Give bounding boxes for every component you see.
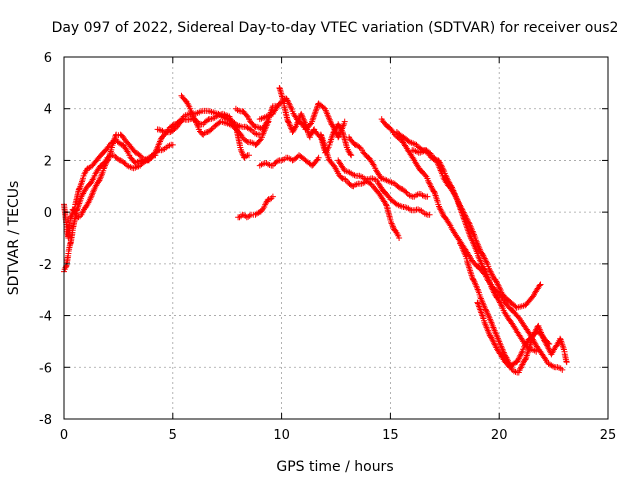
series-markers [317, 131, 403, 241]
data-series-16 [409, 147, 540, 355]
data-series-5 [178, 92, 252, 161]
axis-tick-labels: 0 5 10 15 20 25 -8 -6 -4 -2 0 2 4 6 [39, 51, 616, 443]
series-markers [178, 92, 252, 161]
series-markers [256, 152, 322, 169]
data-series-9 [256, 152, 322, 169]
y-tick-label: -2 [39, 258, 52, 273]
x-tick-label: 5 [169, 428, 177, 443]
y-tick-label: -6 [39, 361, 52, 376]
data-series-11 [317, 131, 403, 241]
data-series-18 [474, 299, 553, 371]
series-markers [235, 193, 276, 221]
series-markers [69, 131, 159, 221]
data-series-14 [378, 116, 566, 373]
y-tick-label: 2 [44, 154, 52, 169]
data-series-7 [235, 193, 276, 221]
series-markers [378, 116, 566, 373]
x-axis-title: GPS time / hours [276, 459, 393, 475]
y-tick-label: 6 [44, 51, 52, 66]
data-series-13 [346, 134, 431, 200]
grid-lines [64, 57, 608, 419]
y-tick-label: -8 [39, 413, 52, 428]
series-markers [409, 147, 540, 355]
chart-title: Day 097 of 2022, Sidereal Day-to-day VTE… [52, 20, 619, 36]
x-tick-label: 0 [60, 428, 68, 443]
x-tick-label: 20 [491, 428, 508, 443]
y-tick-label: 0 [44, 206, 52, 221]
x-tick-label: 25 [600, 428, 617, 443]
y-tick-label: -4 [39, 310, 52, 325]
x-tick-label: 10 [273, 428, 290, 443]
data-series-12 [335, 157, 433, 218]
plot-frame [63, 56, 609, 420]
y-axis-title: SDTVAR / TECUs [6, 181, 22, 296]
x-tick-label: 15 [382, 428, 399, 443]
y-tick-label: 4 [44, 103, 52, 118]
axis-ticks [63, 56, 609, 420]
series-markers [346, 134, 431, 200]
series-markers [335, 157, 433, 218]
series-markers [474, 299, 553, 371]
data-series-3 [69, 131, 159, 221]
